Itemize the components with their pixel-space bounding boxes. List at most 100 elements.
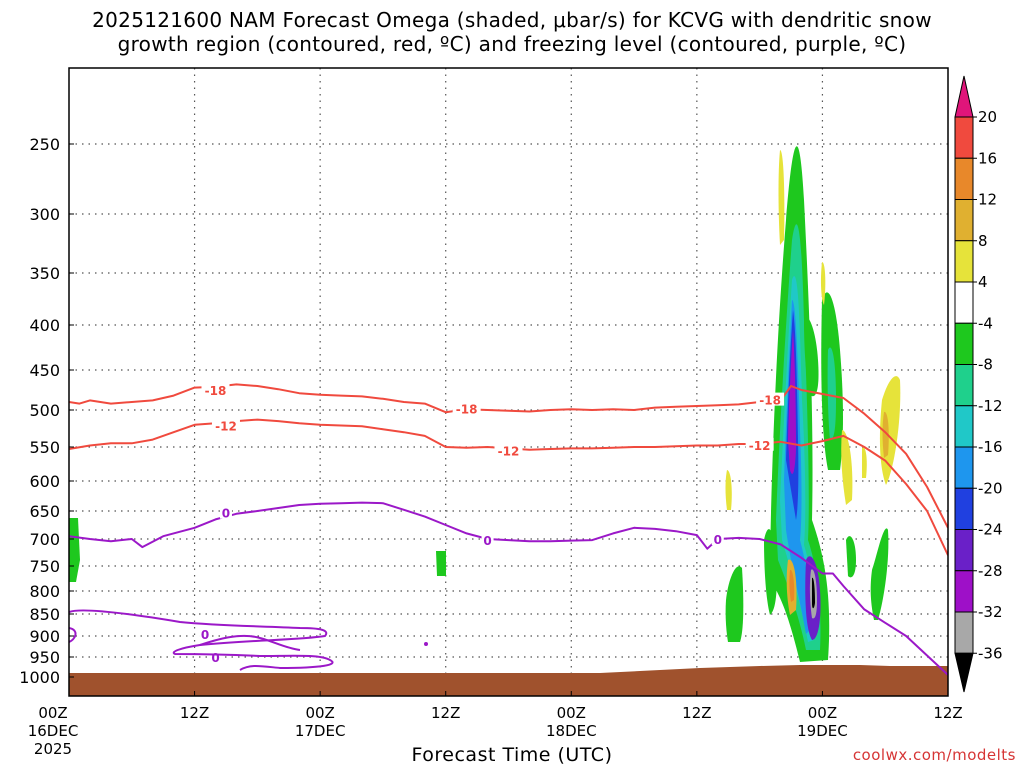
y-tick-label-250: 250 [29,135,60,154]
colorbar-bin-8 [954,446,974,489]
freezing-contour-low-1 [69,609,334,671]
colorbar-bin-10 [954,529,974,572]
y-tick-label-900: 900 [29,627,60,646]
omega-region-purple-main [788,330,796,474]
contour-label-bg-9 [199,626,212,640]
contour-label-3: -12 [215,420,237,434]
x-tick-label-6: 00Z [808,704,837,722]
contour-line-2 [69,501,948,676]
contour-label-bg-6 [219,505,232,519]
x-axis-label: Forecast Time (UTC) [411,744,613,766]
plot-frame [68,67,949,697]
contour-label-10: 0 [211,651,219,665]
colorbar-top-extend [954,75,974,118]
ground-fill [69,665,948,696]
x-tick-date-4: 18DEC [546,722,597,740]
omega-region-green-mid [764,529,777,615]
colorbar-bin-6 [954,364,974,407]
y-tick-label-850: 850 [29,605,60,624]
colorbar-label-4: 4 [978,273,988,291]
contour-label-bg-7 [481,533,494,547]
omega-region-green-right3 [846,536,856,578]
y-tick-label-650: 650 [29,502,60,521]
x-tick-label-7: 12Z [933,704,962,722]
freezing-contour-low-3 [199,634,301,651]
contour-label-bg-1 [452,401,481,415]
colorbar-bin-11 [954,570,974,613]
y-tick-label-800: 800 [29,582,60,601]
omega-region-yellow-top [778,150,785,245]
y-tick-label-450: 450 [29,361,60,380]
omega-region-yellow-r1 [820,262,826,305]
contour-label-2: -18 [759,394,781,408]
contour-label-bg-5 [745,437,774,451]
omega-region-yellow-r2 [841,430,853,505]
colorbar-label-6: -8 [978,356,993,374]
chart-title-line-1: 2025121600 NAM Forecast Omega (shaded, μ… [92,8,932,32]
colorbar-bin-3 [954,240,974,283]
colorbar-bin-9 [954,487,974,530]
contour-label-8: 0 [714,533,722,547]
colorbar-bottom-extend [954,652,974,693]
contour-label-bg-2 [756,392,785,406]
x-tick-year-0: 2025 [34,740,72,758]
contour-label-bg-3 [211,418,240,432]
colorbar-label-3: 8 [978,232,988,250]
y-tick-label-550: 550 [29,438,60,457]
x-tick-date-6: 19DEC [797,722,848,740]
omega-region-yellow-left [725,470,732,510]
contour-label-bg-8 [711,532,724,545]
omega-region-yellow-r3 [879,376,901,485]
grid-lines [69,68,948,696]
colorbar-label-5: -4 [978,314,993,332]
x-tick-label-4: 00Z [557,704,586,722]
contour-label-4: -12 [498,444,520,458]
x-tick-label-0: 00Z [38,704,67,722]
colorbar-bin-1 [954,157,974,200]
colorbar-label-10: -24 [978,521,1003,539]
y-tick-label-400: 400 [29,316,60,335]
contour-label-bg-4 [494,443,523,457]
contour-label-bg-10 [209,650,222,663]
colorbar-bin-5 [954,322,974,365]
omega-region-black-low [812,577,815,609]
colorbar-label-13: -36 [978,644,1003,662]
y-tick-label-300: 300 [29,205,60,224]
omega-region-green-left [725,566,744,642]
omega-region-gold-r3 [882,411,889,458]
y-tick-label-500: 500 [29,401,60,420]
contour-label-0: -18 [205,384,227,398]
contour-label-1: -18 [456,402,478,416]
colorbar-bin-7 [954,405,974,448]
credit-link[interactable]: coolwx.com/modelts [852,746,1016,764]
freezing-contour-dot [424,642,428,646]
colorbar-label-0: 20 [978,108,997,126]
x-tick-date-0: 16DEC [28,722,79,740]
colorbar-label-8: -16 [978,438,1003,456]
colorbar-label-12: -32 [978,603,1003,621]
contour-label-9: 0 [201,628,209,642]
omega-region-orange-lower [789,569,795,602]
y-tick-label-600: 600 [29,472,60,491]
freezing-level-low-contours [69,609,334,671]
colorbar-bin-12 [954,611,974,654]
colorbar-bin-2 [954,199,974,242]
contour-label-5: -12 [749,439,771,453]
omega-region-yellow-r4 [862,447,867,478]
omega-region-green-right4 [870,528,889,620]
freezing-contour-low-2 [69,627,77,643]
x-tick-label-5: 12Z [682,704,711,722]
y-tick-label-700: 700 [29,530,60,549]
contour-label-7: 0 [483,534,491,548]
y-tick-label-350: 350 [29,264,60,283]
y-tick-label-950: 950 [29,648,60,667]
x-tick-date-2: 17DEC [295,722,346,740]
omega-region-green-right1 [804,317,819,397]
colorbar-label-1: 16 [978,149,997,167]
omega-shading [69,146,901,662]
colorbar-bin-0 [954,116,974,159]
colorbar-label-11: -28 [978,562,1003,580]
